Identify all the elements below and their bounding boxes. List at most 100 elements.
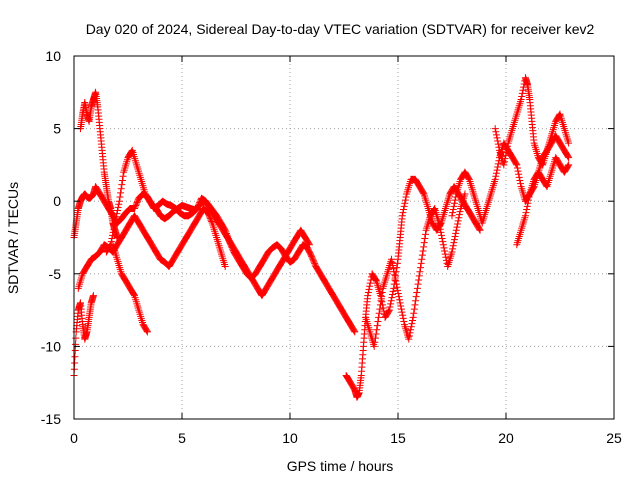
data-point — [452, 230, 459, 237]
data-point — [388, 297, 395, 304]
data-point — [518, 93, 525, 100]
data-point — [392, 278, 399, 285]
data-point — [451, 236, 458, 243]
data-point — [409, 317, 416, 324]
data-point — [408, 320, 415, 327]
data-point — [119, 177, 126, 184]
data-point — [388, 294, 395, 301]
data-point — [455, 217, 462, 224]
y-tick-label: 0 — [53, 193, 61, 209]
data-point — [114, 207, 121, 214]
data-point — [523, 206, 530, 213]
y-axis-title: SDTVAR / TECUs — [5, 182, 21, 294]
data-point — [416, 272, 423, 279]
data-point — [387, 300, 394, 307]
data-point — [410, 314, 417, 321]
data-point — [396, 296, 403, 303]
data-point — [386, 303, 393, 310]
data-point — [514, 165, 521, 172]
data-point — [118, 181, 125, 188]
data-point — [366, 283, 373, 290]
data-point — [415, 281, 422, 288]
data-points — [71, 74, 573, 400]
x-tick-label: 20 — [498, 430, 514, 446]
data-point — [449, 212, 456, 219]
data-point — [116, 194, 123, 201]
data-point — [71, 353, 78, 360]
data-point — [120, 173, 127, 180]
data-point — [422, 231, 429, 238]
data-point — [451, 200, 458, 207]
data-point — [399, 309, 406, 316]
data-point — [492, 128, 499, 135]
data-point — [516, 177, 523, 184]
data-point — [421, 239, 428, 246]
data-point — [419, 252, 426, 259]
data-point — [364, 292, 371, 299]
data-point — [439, 235, 446, 242]
data-point — [413, 289, 420, 296]
data-point — [418, 256, 425, 263]
data-point — [411, 301, 418, 308]
x-tick-label: 0 — [70, 430, 78, 446]
data-point — [414, 285, 421, 292]
data-point — [365, 289, 372, 296]
x-tick-labels: 0 5 10 15 20 25 — [70, 430, 622, 446]
x-axis-title: GPS time / hours — [287, 458, 394, 474]
data-point — [398, 306, 405, 313]
data-point — [524, 203, 531, 210]
data-point — [389, 291, 396, 298]
data-point — [115, 204, 122, 211]
data-point — [412, 297, 419, 304]
data-point — [449, 209, 456, 216]
data-point — [410, 310, 417, 317]
data-point — [450, 203, 457, 210]
x-tick-label: 25 — [606, 430, 622, 446]
grid-lines — [74, 56, 614, 419]
data-point — [495, 160, 502, 167]
data-point — [373, 326, 380, 333]
data-point — [438, 232, 445, 239]
data-point — [450, 242, 457, 249]
data-point — [442, 254, 449, 261]
data-point — [453, 224, 460, 231]
data-point — [440, 241, 447, 248]
data-point — [411, 306, 418, 313]
data-point — [494, 138, 501, 145]
y-tick-label: -5 — [49, 266, 62, 282]
data-point — [115, 201, 122, 208]
data-point — [519, 90, 526, 97]
data-point — [71, 359, 78, 366]
plot-frame — [74, 56, 614, 419]
data-point — [452, 233, 459, 240]
data-point — [494, 167, 501, 174]
data-point — [415, 277, 422, 284]
data-point — [403, 194, 410, 201]
data-point — [117, 189, 124, 196]
data-point — [417, 264, 424, 271]
data-point — [440, 244, 447, 251]
data-point — [116, 198, 123, 205]
data-point — [401, 203, 408, 210]
data-point — [407, 326, 414, 333]
y-tick-label: 10 — [45, 48, 61, 64]
data-point — [374, 322, 381, 329]
data-point — [365, 286, 372, 293]
data-point — [400, 315, 407, 322]
data-point — [400, 318, 407, 325]
data-point — [456, 211, 463, 218]
data-point — [450, 206, 457, 213]
sdtvar-chart: Day 020 of 2024, Sidereal Day-to-day VTE… — [0, 0, 640, 480]
data-point — [72, 335, 79, 342]
data-point — [493, 170, 500, 177]
data-point — [399, 212, 406, 219]
data-point — [494, 163, 501, 170]
chart-title: Day 020 of 2024, Sidereal Day-to-day VTE… — [86, 21, 595, 37]
data-point — [399, 312, 406, 319]
data-point — [395, 293, 402, 300]
data-point — [413, 293, 420, 300]
y-tick-label: -15 — [41, 411, 61, 427]
data-point — [374, 318, 381, 325]
data-point — [523, 209, 530, 216]
x-tick-label: 15 — [390, 430, 406, 446]
